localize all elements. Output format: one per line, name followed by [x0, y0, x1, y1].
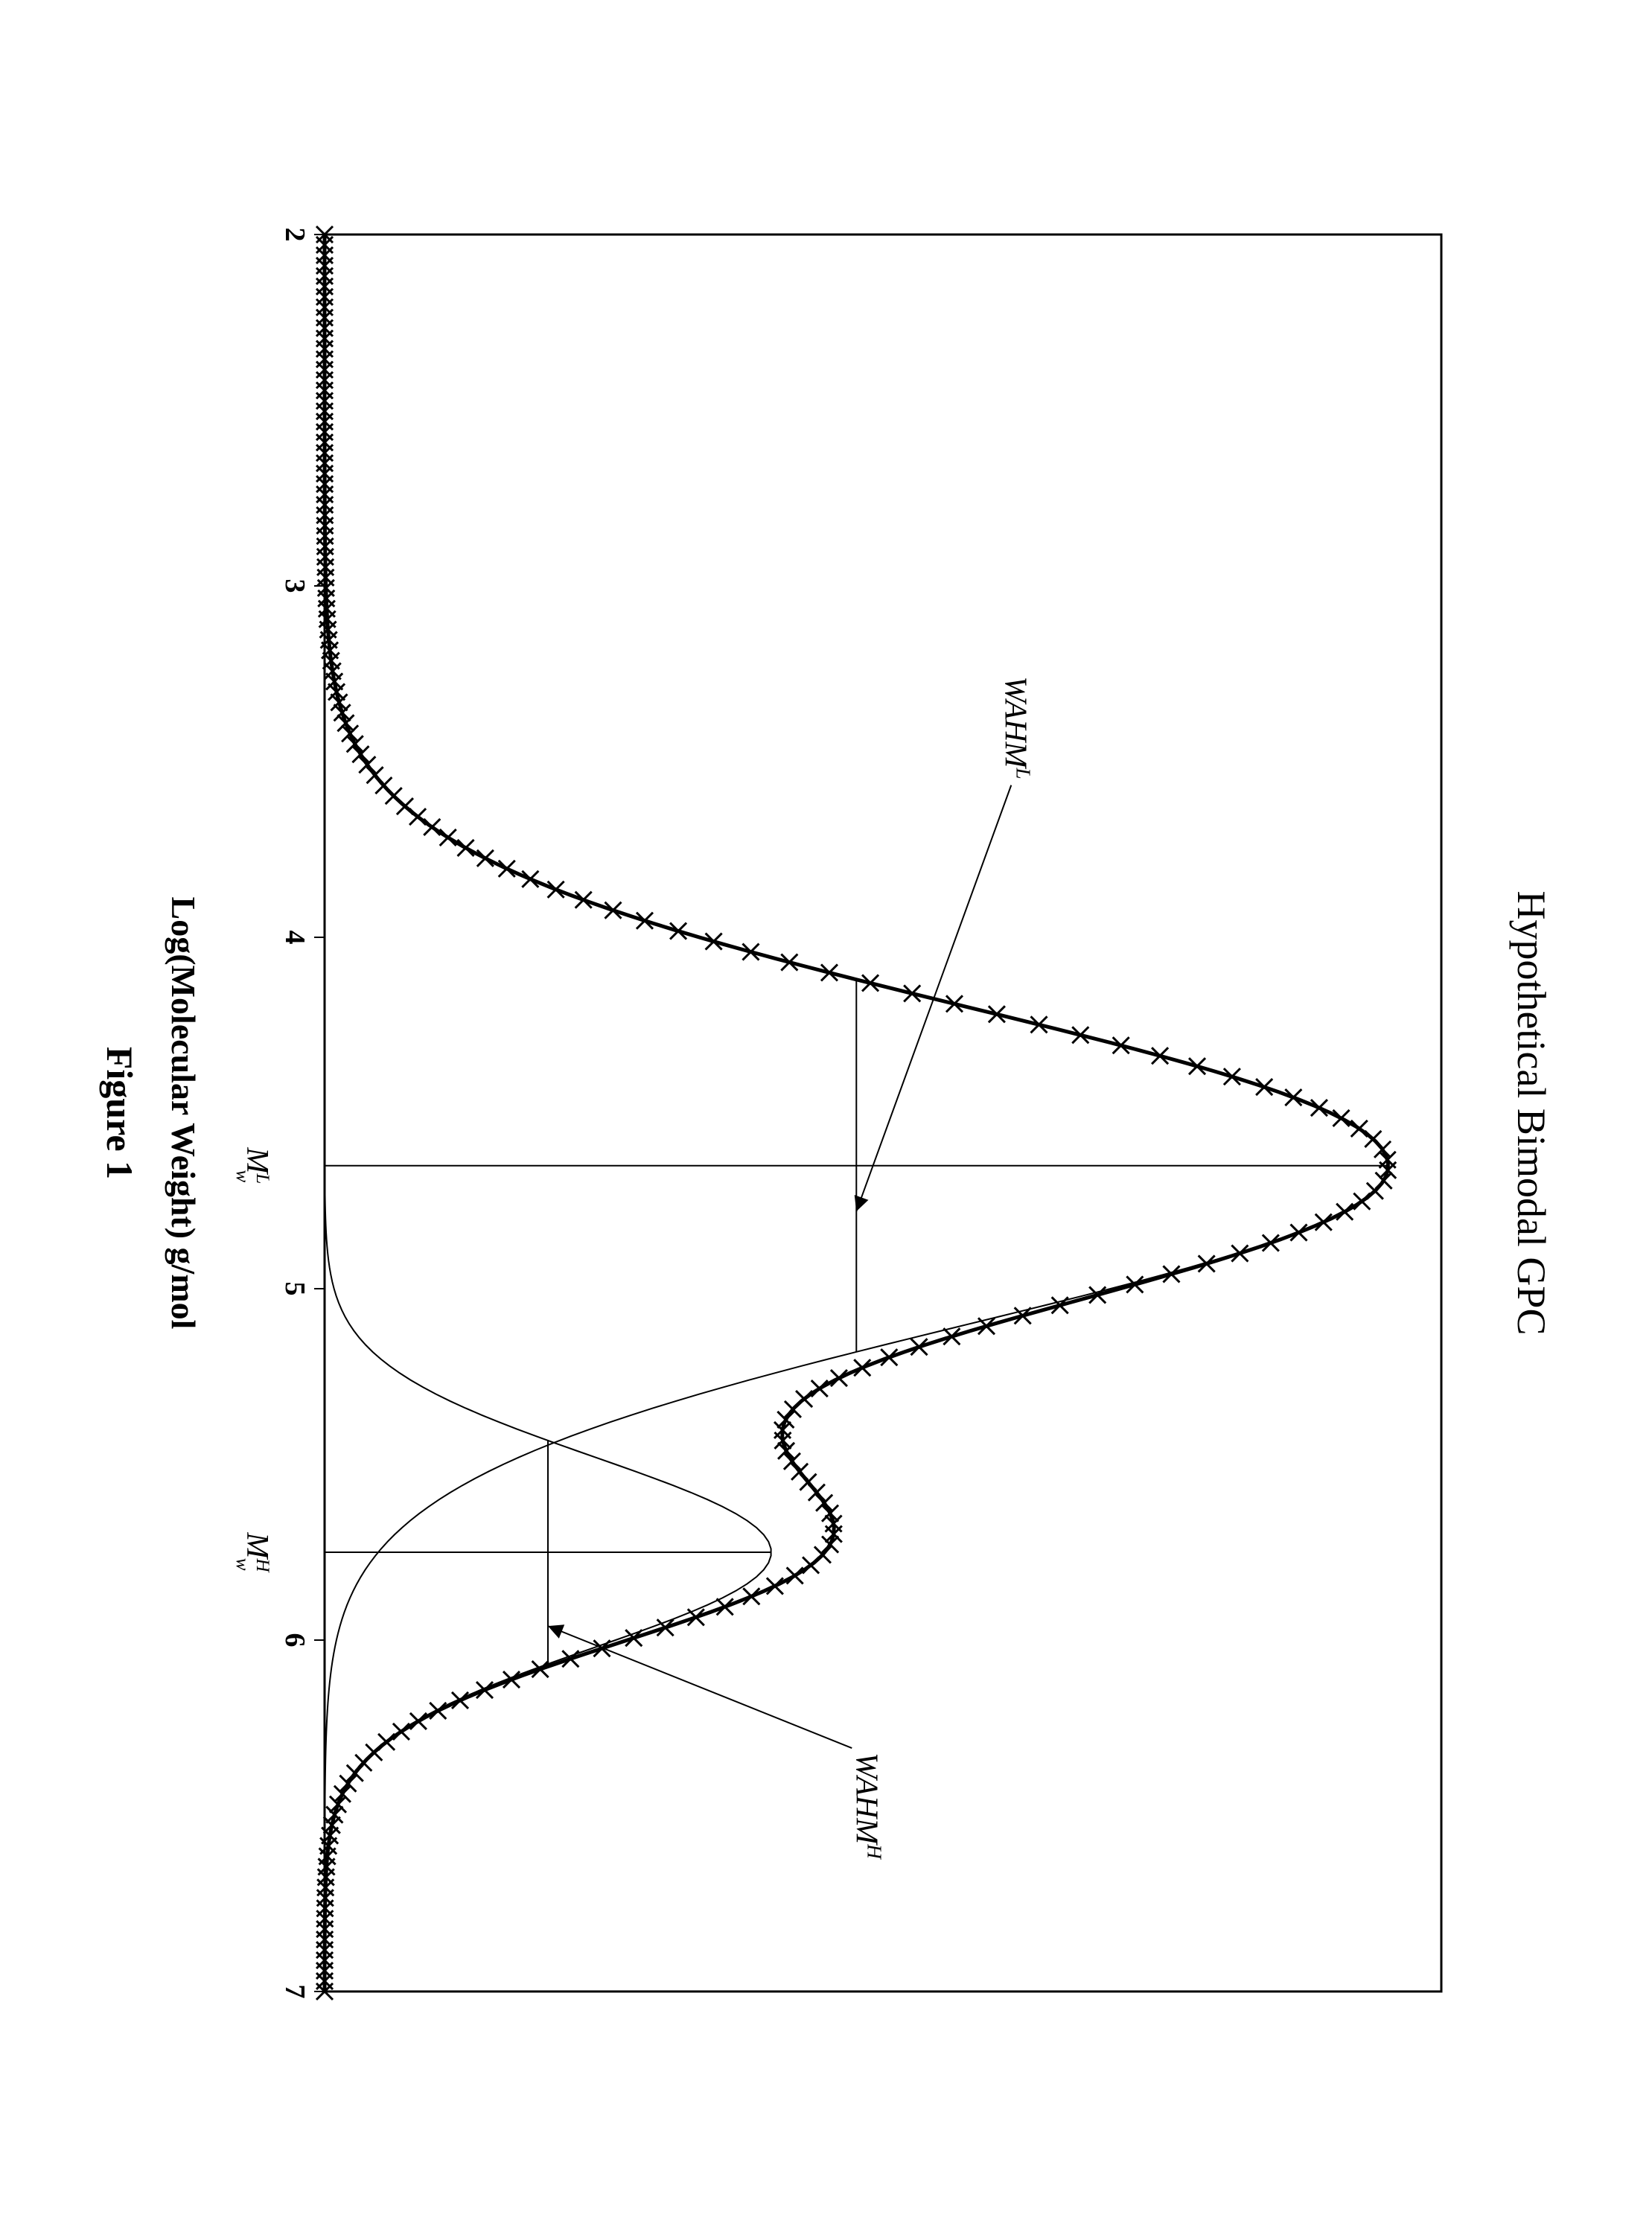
x-tick-label: 2	[279, 228, 310, 242]
figure-caption: Figure 1	[98, 145, 141, 2081]
x-axis-label: Log(Molecular Weight) g/mol	[164, 145, 203, 2081]
mw-high-label: MHw	[232, 1531, 274, 1573]
plot-border	[325, 235, 1441, 1991]
page-container: Hypothetical Bimodal GPC 2 3 4 5 6 7 WAHML WAHM…	[0, 0, 1652, 2226]
x-tick-label: 7	[279, 1985, 310, 1999]
x-tick-label: 6	[279, 1633, 310, 1648]
gpc-chart: 2 3 4 5 6 7 WAHML WAHMH MLw MHw	[220, 145, 1486, 2081]
chart-title: Hypothetical Bimodal GPC	[1508, 145, 1554, 2081]
rotated-figure: Hypothetical Bimodal GPC 2 3 4 5 6 7 WAHML WAHM…	[98, 145, 1554, 2081]
wahm-high-label: WAHMH	[849, 1753, 885, 1860]
x-tick-label: 4	[279, 931, 310, 945]
wahm-low-label: WAHML	[998, 676, 1034, 779]
mw-low-label: MLw	[232, 1147, 274, 1184]
x-tick-label: 5	[279, 1282, 310, 1296]
x-tick-label: 3	[279, 579, 310, 593]
